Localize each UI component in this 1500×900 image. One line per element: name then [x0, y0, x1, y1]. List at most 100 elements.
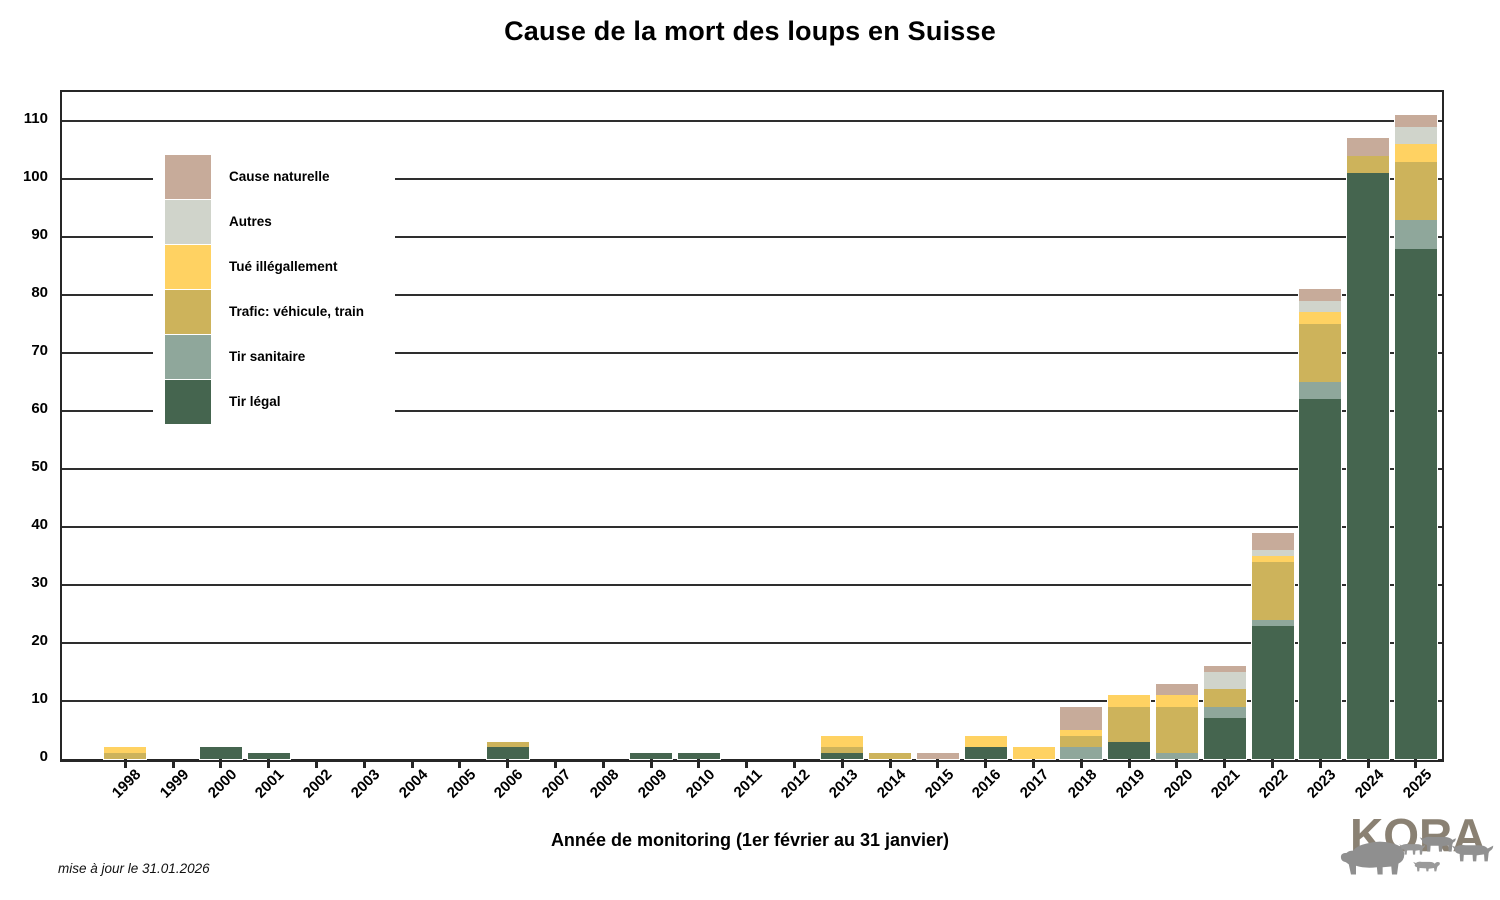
y-tick-label: 0: [39, 748, 48, 765]
legend-label: Autres: [229, 214, 272, 229]
x-tick-mark: [1318, 759, 1322, 768]
legend-row: Trafic: véhicule, train: [153, 289, 395, 334]
bar-segment: [1108, 741, 1151, 759]
bar-2022: [1250, 531, 1295, 760]
bar-segment: [1394, 126, 1437, 145]
x-tick-mark: [554, 759, 557, 768]
bar-2006: [485, 740, 530, 760]
x-tick-mark: [1271, 759, 1274, 768]
bar-segment: [1394, 219, 1437, 249]
legend-row: Tir légal: [153, 379, 395, 424]
bar-2025: [1393, 114, 1438, 760]
bar-segment: [1155, 683, 1198, 696]
gridline: [62, 410, 1442, 412]
x-tick-mark: [601, 759, 605, 768]
bar-segment: [821, 747, 864, 754]
legend-row: Tué illégallement: [153, 244, 395, 289]
bar-2017: [1011, 746, 1056, 760]
bar-segment: [1155, 706, 1198, 754]
x-tick-mark: [1366, 759, 1370, 768]
bar-2019: [1107, 694, 1152, 760]
bar-segment: [1155, 695, 1198, 707]
y-axis-labels: 0 10 20 30 40 50 60 70 80 90 100 110: [0, 90, 52, 765]
y-tick-label: 40: [31, 516, 48, 533]
legend-label: Tir légal: [229, 394, 281, 409]
bar-segment: [1299, 399, 1342, 759]
x-tick-mark: [936, 759, 940, 768]
bar-2016: [963, 734, 1008, 760]
x-tick-mark: [745, 759, 749, 768]
bar-2020: [1154, 682, 1199, 760]
x-tick-mark: [1414, 759, 1418, 768]
x-tick-mark: [1079, 759, 1083, 768]
gridline: [62, 526, 1442, 528]
x-tick-mark: [171, 759, 175, 768]
y-tick-label: 80: [31, 284, 48, 301]
footnote: mise à jour le 31.01.2026: [58, 861, 210, 876]
bar-segment: [821, 735, 864, 748]
gridline: [62, 584, 1442, 586]
bar-segment: [1299, 382, 1342, 400]
bar-segment: [821, 753, 864, 759]
bar-segment: [1060, 735, 1103, 748]
bar-segment: [486, 747, 529, 759]
gridline: [62, 294, 1442, 296]
bar-segment: [677, 753, 720, 759]
x-tick-mark: [410, 759, 414, 768]
bear-icon: [1340, 841, 1405, 875]
y-tick-label: 60: [31, 400, 48, 417]
x-tick-mark: [1032, 759, 1035, 768]
bar-segment: [1203, 718, 1246, 759]
bar-segment: [1203, 689, 1246, 707]
bar-segment: [1251, 561, 1294, 620]
legend-label: Tir sanitaire: [229, 349, 306, 364]
bar-segment: [1299, 300, 1342, 313]
bar-segment: [1299, 324, 1342, 383]
bar-segment: [1394, 161, 1437, 220]
gridline: [62, 120, 1442, 122]
bar-segment: [1394, 144, 1437, 162]
y-tick-label: 90: [31, 226, 48, 243]
bar-segment: [1347, 155, 1390, 174]
bar-1998: [103, 746, 148, 760]
legend-label: Cause naturelle: [229, 169, 330, 184]
bar-2023: [1298, 288, 1343, 760]
legend-swatch: [165, 289, 211, 334]
y-tick-label: 110: [23, 110, 48, 127]
bar-segment: [1347, 138, 1390, 156]
bar-segment: [104, 753, 147, 759]
lynx-icon: [1419, 836, 1456, 852]
legend-swatch: [165, 154, 211, 199]
bar-segment: [1012, 747, 1055, 759]
bar-segment: [630, 753, 673, 759]
wolf-icon: [1451, 844, 1494, 862]
gridline: [62, 700, 1442, 702]
bar-segment: [1251, 619, 1294, 626]
legend-swatch: [165, 244, 211, 289]
x-tick-mark: [1223, 759, 1227, 768]
x-axis-label: Année de monitoring (1er février au 31 j…: [550, 830, 950, 850]
bar-segment: [1299, 289, 1342, 301]
gridline: [62, 352, 1442, 354]
bar-segment: [1251, 550, 1294, 557]
x-tick-mark: [219, 759, 223, 768]
bar-segment: [1155, 753, 1198, 759]
y-tick-label: 50: [31, 458, 48, 475]
bar-segment: [1347, 173, 1390, 759]
y-tick-label: 30: [31, 574, 48, 591]
bar-segment: [1251, 625, 1294, 759]
x-tick-mark: [315, 759, 318, 768]
legend-row: Autres: [153, 199, 395, 244]
x-tick-mark: [888, 759, 892, 768]
bar-segment: [1060, 706, 1103, 731]
chart-title: Cause de la mort des loups en Suisse: [504, 16, 996, 46]
y-tick-label: 20: [31, 632, 48, 649]
bar-segment: [869, 753, 912, 759]
fox-icon: [1413, 861, 1440, 872]
x-tick-mark: [362, 759, 366, 768]
x-tick-mark: [506, 759, 510, 768]
bar-segment: [916, 753, 959, 759]
x-tick-mark: [1127, 759, 1131, 768]
bar-segment: [1394, 248, 1437, 759]
